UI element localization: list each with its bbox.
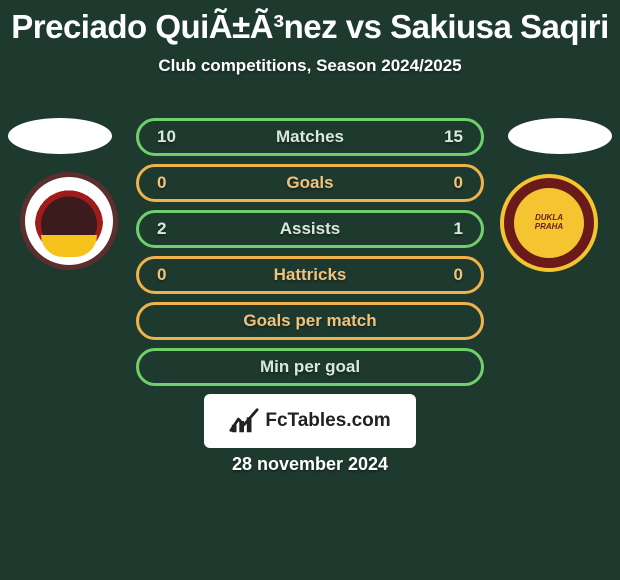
club-badge-left [20,172,118,270]
site-logo-text: FcTables.com [265,410,390,432]
stat-row: Goals per match [136,302,484,340]
stat-row: 0Goals0 [136,164,484,202]
subtitle: Club competitions, Season 2024/2025 [0,56,620,76]
stat-row: Min per goal [136,348,484,386]
stat-label: Min per goal [157,357,463,377]
stat-label: Hattricks [166,265,453,285]
stat-row: 2Assists1 [136,210,484,248]
club-badge-right-inner: DUKLAPRAHA [514,188,584,258]
stat-left-value: 0 [157,173,166,193]
club-badge-left-inner [35,187,103,255]
stat-right-value: 0 [454,173,463,193]
stat-label: Assists [166,219,453,239]
stat-right-value: 1 [454,219,463,239]
stat-left-value: 10 [157,127,176,147]
player-right-avatar [508,118,612,154]
stat-left-value: 0 [157,265,166,285]
stat-right-value: 0 [454,265,463,285]
stat-row: 0Hattricks0 [136,256,484,294]
stats-rows: 10Matches150Goals02Assists10Hattricks0Go… [136,118,484,386]
stat-row: 10Matches15 [136,118,484,156]
player-left-avatar [8,118,112,154]
date-label: 28 november 2024 [0,454,620,475]
page-title: Preciado QuiÃ±Ã³nez vs Sakiusa Saqiri [0,0,620,46]
stat-left-value: 2 [157,219,166,239]
stat-label: Matches [176,127,444,147]
stat-right-value: 15 [444,127,463,147]
chart-icon [229,407,259,435]
stat-label: Goals per match [157,311,463,331]
stat-label: Goals [166,173,453,193]
club-badge-right: DUKLAPRAHA [500,174,598,272]
site-logo: FcTables.com [204,394,416,448]
